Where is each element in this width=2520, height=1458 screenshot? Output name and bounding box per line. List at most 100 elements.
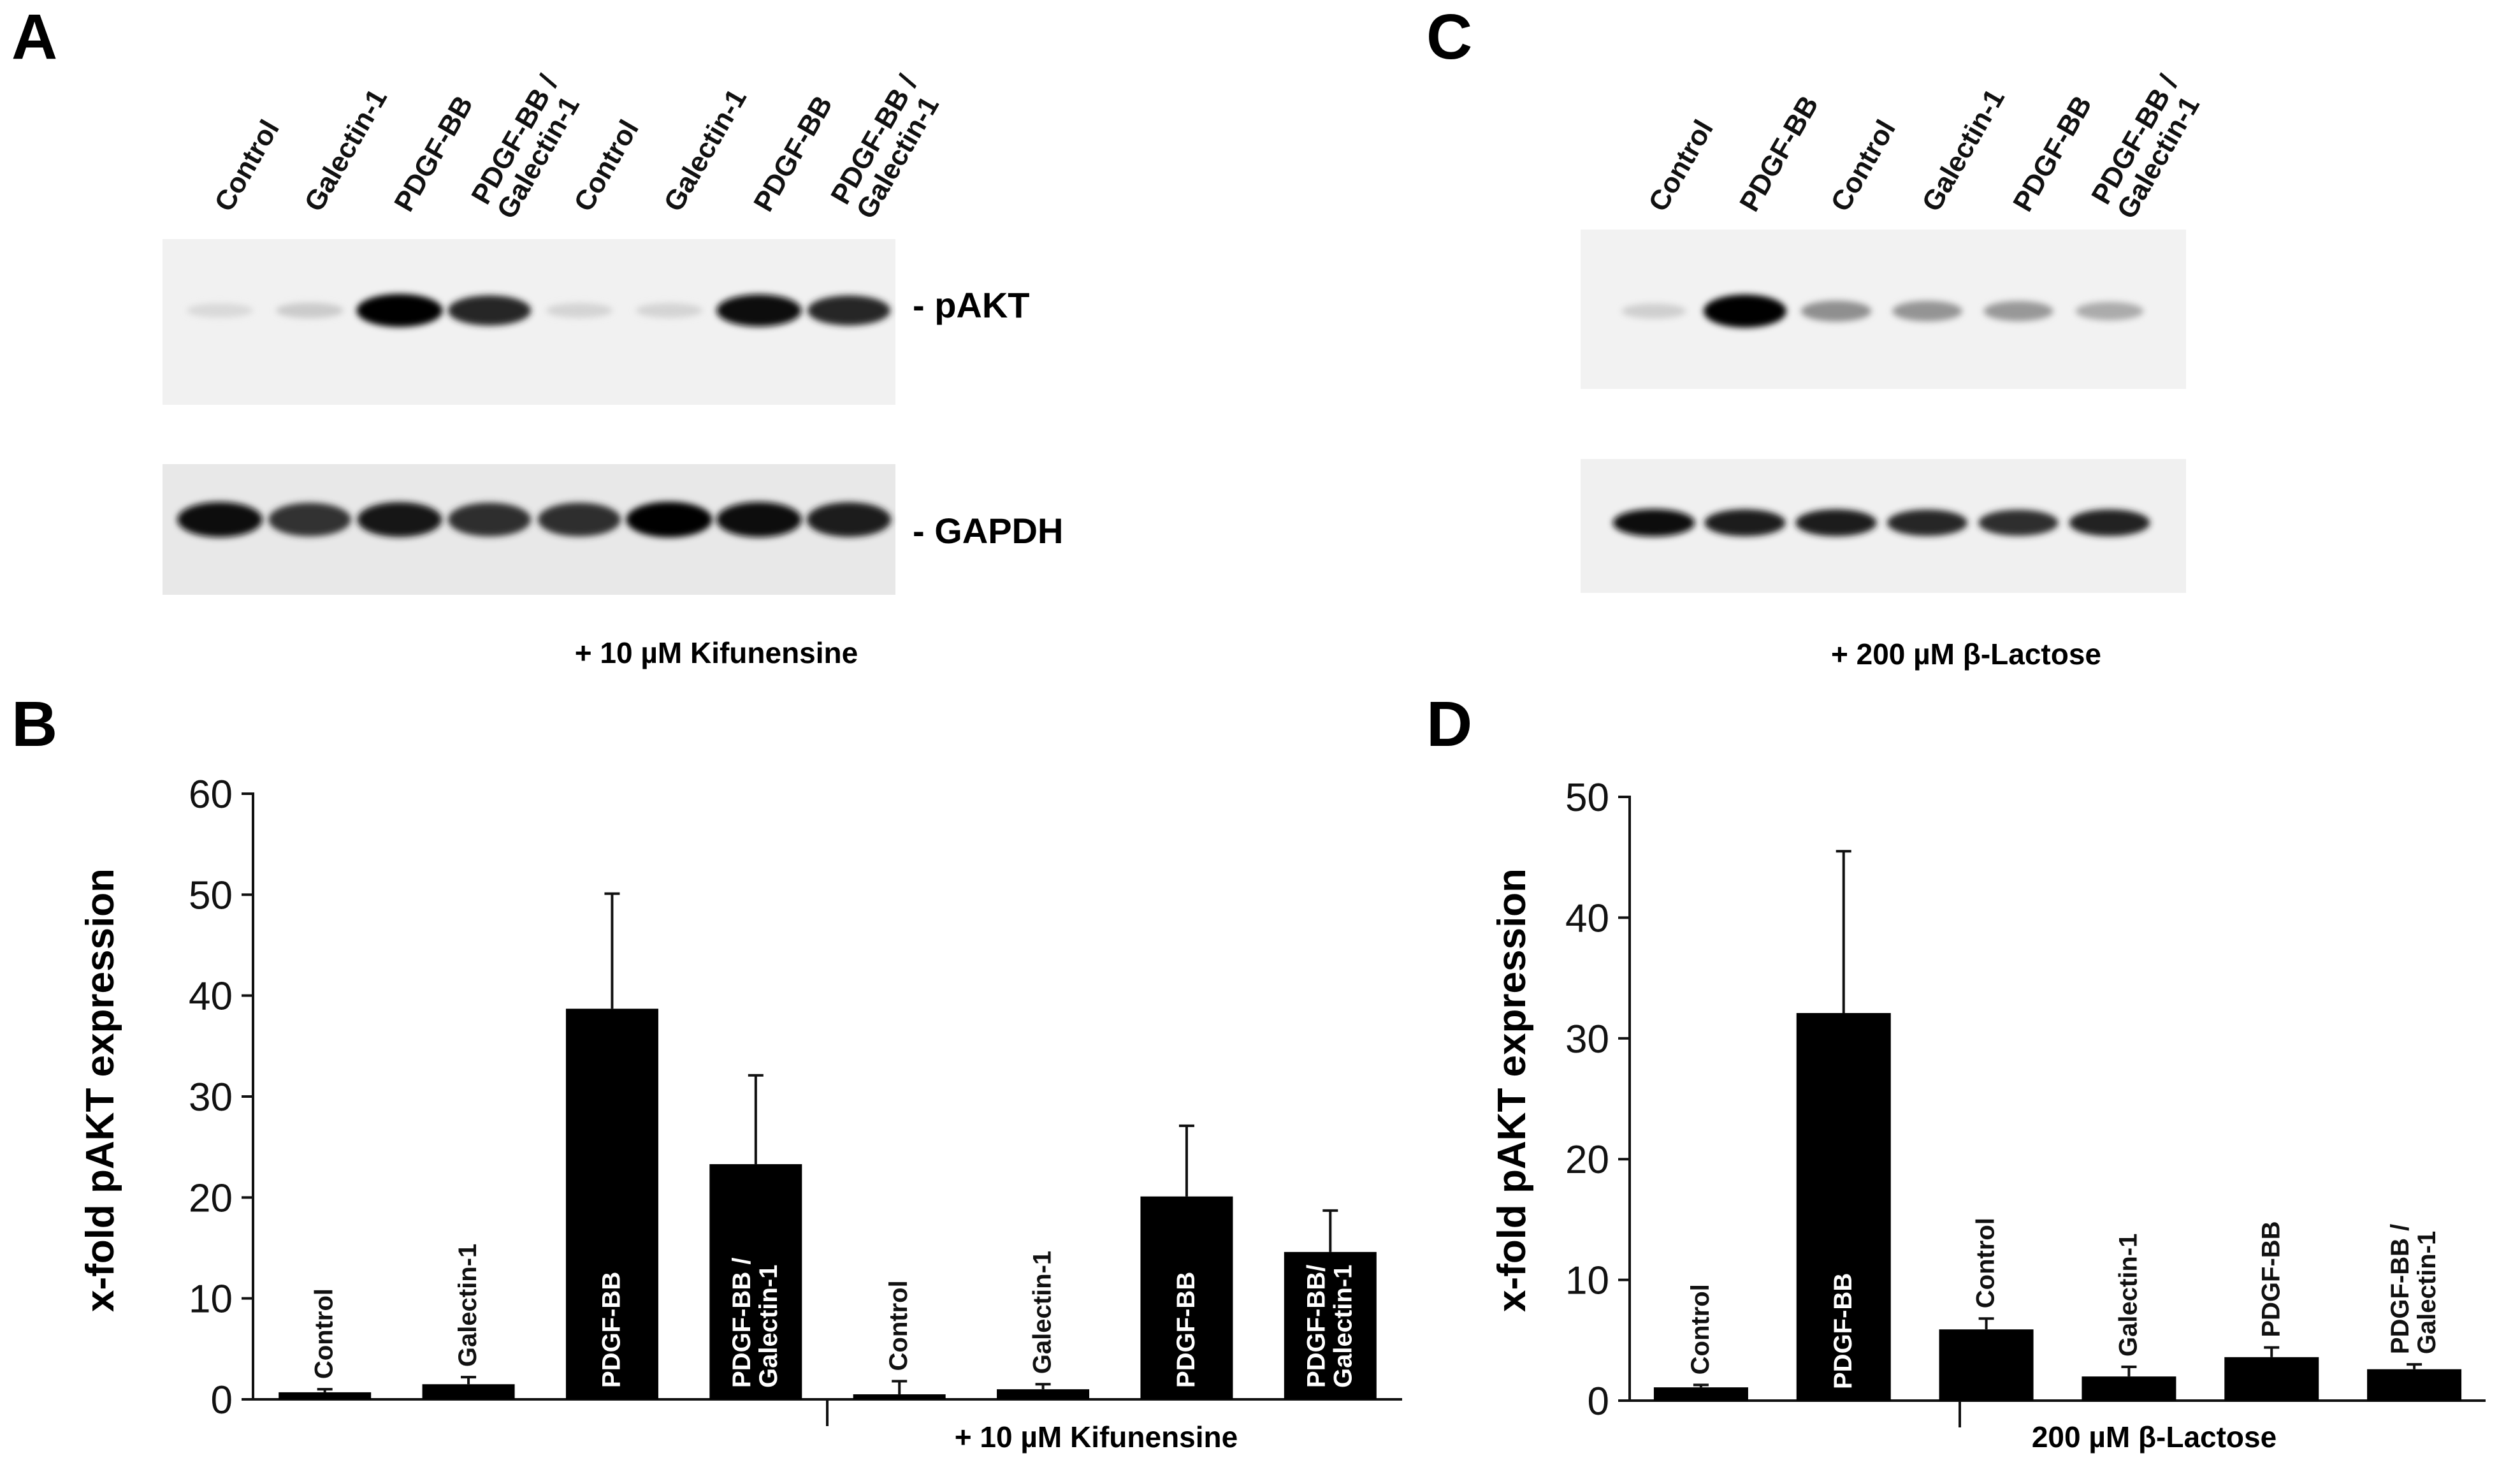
blot-c-caption: + 200 µM β-Lactose <box>1831 638 2101 671</box>
bar <box>2224 1357 2319 1401</box>
pakt-band <box>1892 300 1962 322</box>
bar <box>1140 1196 1233 1399</box>
y-tick-label: 30 <box>189 1075 233 1119</box>
blot-lane-label: Control <box>568 115 645 217</box>
bar <box>853 1394 946 1399</box>
bar <box>422 1384 515 1399</box>
gapdh-band <box>626 502 713 537</box>
panel-label-a: A <box>11 1 57 73</box>
pakt-band <box>276 302 344 319</box>
y-tick-label: 20 <box>189 1176 233 1220</box>
blot-lane-label: PDGF-BB <box>1734 91 1825 217</box>
blot-a-gapdh-label: - GAPDH <box>913 511 1063 551</box>
bar <box>1939 1329 2034 1401</box>
y-tick-label: 40 <box>189 975 233 1019</box>
y-tick-label: 60 <box>189 773 233 817</box>
y-tick-label: 50 <box>1565 776 1609 820</box>
bar-label: PDGF-BB/Galectin-1 <box>1302 1265 1357 1388</box>
y-tick-label: 0 <box>211 1378 233 1422</box>
bar <box>709 1164 802 1399</box>
panel-label-c: C <box>1426 1 1472 73</box>
blot-lane-label: Galectin-1 <box>658 84 753 217</box>
bar-label: PDGF-BB /Galectin-1 <box>728 1258 783 1388</box>
pakt-band <box>187 303 253 318</box>
chart-b-y-axis-label: x-fold pAKT expression <box>78 868 122 1312</box>
blot-c: Control PDGF-BB Control Galectin-1PDGF-BBPD… <box>1581 69 2210 671</box>
panel-label-d: D <box>1426 689 1472 760</box>
bar-label: PDGF-BB /Galectin-1 <box>2386 1224 2441 1354</box>
chart-b-group-label: + 10 µM Kifunensine <box>955 1420 1238 1454</box>
pakt-band <box>1800 300 1872 322</box>
bar-label: Control <box>1972 1218 2000 1308</box>
gapdh-band <box>806 502 892 537</box>
bar-label: PDGF-BB <box>2257 1221 2285 1337</box>
bar-label: Galectin-1 <box>2114 1234 2142 1357</box>
bar-label: Control <box>310 1288 338 1379</box>
gapdh-band <box>177 502 263 537</box>
bar-label: PDGF-BB <box>1172 1272 1200 1388</box>
blot-a-pakt-label: - pAKT <box>913 285 1030 325</box>
y-tick-label: 10 <box>189 1278 233 1322</box>
gapdh-band <box>716 502 802 537</box>
blot-a-caption: + 10 µM Kifunensine <box>575 636 858 669</box>
bar-label: Galectin-1 <box>1029 1251 1057 1374</box>
pakt-band <box>546 303 613 318</box>
bar <box>1796 1013 1891 1401</box>
blot-lane-label: Control <box>1825 115 1902 217</box>
gapdh-band <box>447 502 532 537</box>
blot-a-pakt-bands <box>187 294 890 327</box>
chart-d-marks: 0 10 20 30 40 50 Control PDGF-BB Control Galectin… <box>1565 776 2486 1427</box>
blot-a-gapdh-bands <box>177 502 892 537</box>
blot-lane-label: PDGF-BB <box>748 91 839 217</box>
bar <box>1653 1387 1748 1401</box>
gapdh-band <box>537 502 621 537</box>
gapdh-band <box>1886 509 1968 536</box>
y-tick-label: 30 <box>1565 1017 1609 1061</box>
blot-lane-label: PDGF-BB /Galectin-1 <box>825 69 949 224</box>
gapdh-band <box>357 502 442 537</box>
bar <box>2367 1369 2462 1401</box>
bar <box>1284 1251 1377 1399</box>
pakt-band <box>356 294 443 327</box>
pakt-band <box>807 295 890 326</box>
blot-lane-label: Galectin-1 <box>1916 84 2011 217</box>
blot-c-pakt-bands <box>1621 295 2144 328</box>
bar <box>279 1392 372 1399</box>
blot-lane-label: Control <box>1642 115 1720 217</box>
pakt-band <box>1621 303 1686 319</box>
blot-lane-label: PDGF-BB <box>2007 91 2098 217</box>
y-tick-label: 50 <box>189 873 233 917</box>
pakt-band <box>1704 295 1786 328</box>
gapdh-band <box>1978 509 2059 536</box>
y-tick-label: 0 <box>1588 1380 1609 1424</box>
pakt-band <box>716 294 802 327</box>
blot-lane-label: Control <box>208 115 286 217</box>
chart-d-group-label: 200 µM β-Lactose <box>2032 1420 2277 1454</box>
pakt-band <box>1983 301 2053 321</box>
bar-label: Galectin-1 <box>454 1244 482 1367</box>
y-tick-label: 40 <box>1565 896 1609 940</box>
bar-label: Control <box>885 1280 913 1371</box>
blot-lane-label: PDGF-BB /Galectin-1 <box>2085 69 2210 224</box>
pakt-band <box>635 303 703 318</box>
chart-b-marks: 0 10 20 30 40 50 60 Control Galectin-1 PDGF-BB PDG… <box>189 773 1402 1426</box>
chart-d-y-axis-label: x-fold pAKT expression <box>1490 868 1534 1312</box>
bar <box>997 1389 1090 1399</box>
blot-c-gapdh-bands <box>1612 509 2150 537</box>
gapdh-band <box>268 502 351 537</box>
pakt-band <box>447 295 532 326</box>
gapdh-band <box>2069 509 2150 537</box>
y-tick-label: 10 <box>1565 1259 1609 1303</box>
gapdh-band <box>1795 509 1877 537</box>
chart-d: x-fold pAKT expression 0 10 20 30 40 50 Contro… <box>1490 776 2486 1454</box>
bar-label: PDGF-BB <box>1829 1273 1857 1389</box>
bar <box>565 1009 658 1399</box>
gapdh-band <box>1704 509 1786 537</box>
chart-b: x-fold pAKT expression 0 10 20 30 40 50 60 Cont… <box>78 773 1402 1454</box>
blot-lane-label: Galectin-1 <box>298 84 393 217</box>
panel-label-b: B <box>11 689 57 760</box>
bar-label: Control <box>1686 1284 1714 1374</box>
